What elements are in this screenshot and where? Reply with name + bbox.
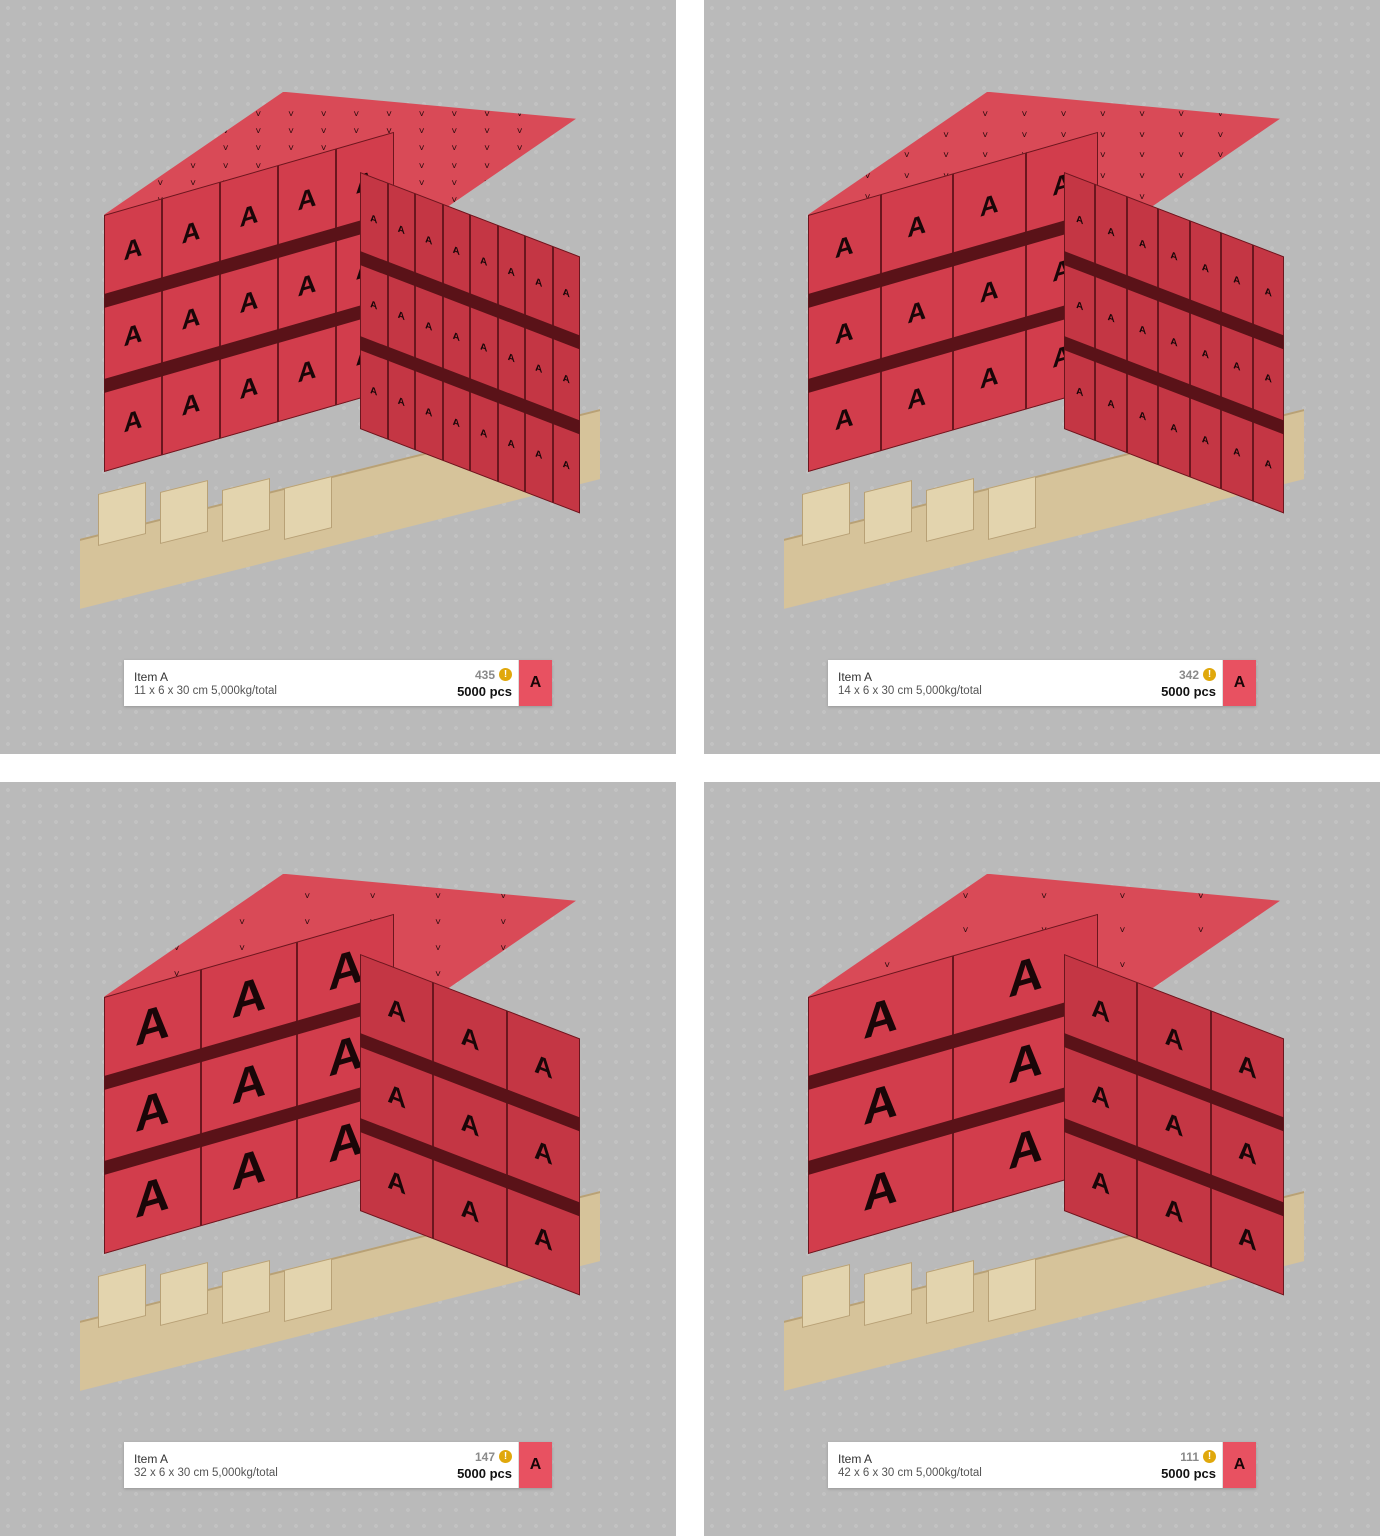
item-name: Item A [838,670,1112,684]
pallet-panel: ˅˅˅˅˅˅˅˅˅˅˅˅˅˅˅˅˅˅˅˅˅˅˅˅˅˅˅˅˅˅˅˅˅˅˅˅˅˅˅˅… [704,0,1380,754]
pallet-scene[interactable]: ˅˅˅˅˅˅˅˅˅˅˅˅˅˅˅˅˅˅˅˅˅˅˅˅˅˅˅˅˅˅˅˅˅˅˅˅˅˅˅˅… [58,72,618,592]
item-dimensions: 14 x 6 x 30 cm 5,000kg/total [838,685,1112,697]
info-bar: Item A42 x 6 x 30 cm 5,000kg/total 111! 50… [828,1442,1256,1488]
box-stack: ˅˅˅˅˅˅˅˅˅˅˅˅˅˅˅˅˅˅˅˅˅˅˅˅˅˅˅˅˅˅˅˅˅˅˅˅˅˅˅˅… [104,92,576,472]
warning-icon[interactable]: ! [499,668,512,681]
panel-grid: ˅˅˅˅˅˅˅˅˅˅˅˅˅˅˅˅˅˅˅˅˅˅˅˅˅˅˅˅˅˅˅˅˅˅˅˅˅˅˅˅… [0,0,1380,1536]
color-swatch[interactable]: A [518,660,552,706]
item-count: 435 [475,668,495,682]
item-count: 147 [475,1450,495,1464]
item-dimensions: 42 x 6 x 30 cm 5,000kg/total [838,1467,1112,1479]
item-dimensions: 32 x 6 x 30 cm 5,000kg/total [134,1467,408,1479]
warning-icon[interactable]: ! [1203,668,1216,681]
item-count: 342 [1179,668,1199,682]
info-bar: Item A32 x 6 x 30 cm 5,000kg/total 147! 50… [124,1442,552,1488]
pallet-scene[interactable]: ˅˅˅˅˅˅˅˅˅˅˅˅˅˅˅AAAAAAAAAAAAAAA [762,854,1322,1374]
item-name: Item A [838,1452,1112,1466]
pcs-label: 5000 pcs [457,684,512,699]
warning-icon[interactable]: ! [1203,1450,1216,1463]
item-dimensions: 11 x 6 x 30 cm 5,000kg/total [134,685,408,697]
info-bar: Item A14 x 6 x 30 cm 5,000kg/total 342! 50… [828,660,1256,706]
pcs-label: 5000 pcs [457,1466,512,1481]
box-stack: ˅˅˅˅˅˅˅˅˅˅˅˅˅˅˅˅˅˅˅˅˅˅˅˅AAAAAAAAAAAAAAAA… [104,874,576,1254]
warning-icon[interactable]: ! [499,1450,512,1463]
box-stack: ˅˅˅˅˅˅˅˅˅˅˅˅˅˅˅AAAAAAAAAAAAAAA [808,874,1280,1254]
pallet-panel: ˅˅˅˅˅˅˅˅˅˅˅˅˅˅˅˅˅˅˅˅˅˅˅˅˅˅˅˅˅˅˅˅˅˅˅˅˅˅˅˅… [0,0,676,754]
item-count: 111 [1180,1450,1199,1464]
color-swatch[interactable]: A [1222,660,1256,706]
pcs-label: 5000 pcs [1161,684,1216,699]
pallet-scene[interactable]: ˅˅˅˅˅˅˅˅˅˅˅˅˅˅˅˅˅˅˅˅˅˅˅˅AAAAAAAAAAAAAAAA… [58,854,618,1374]
pcs-label: 5000 pcs [1161,1466,1216,1481]
box-stack: ˅˅˅˅˅˅˅˅˅˅˅˅˅˅˅˅˅˅˅˅˅˅˅˅˅˅˅˅˅˅˅˅˅˅˅˅˅˅˅˅… [808,92,1280,472]
info-bar: Item A11 x 6 x 30 cm 5,000kg/total 435! 50… [124,660,552,706]
pallet-panel: ˅˅˅˅˅˅˅˅˅˅˅˅˅˅˅AAAAAAAAAAAAAAA Item A42 x… [704,782,1380,1536]
color-swatch[interactable]: A [518,1442,552,1488]
item-name: Item A [134,1452,408,1466]
color-swatch[interactable]: A [1222,1442,1256,1488]
item-name: Item A [134,670,408,684]
pallet-panel: ˅˅˅˅˅˅˅˅˅˅˅˅˅˅˅˅˅˅˅˅˅˅˅˅AAAAAAAAAAAAAAAA… [0,782,676,1536]
pallet-scene[interactable]: ˅˅˅˅˅˅˅˅˅˅˅˅˅˅˅˅˅˅˅˅˅˅˅˅˅˅˅˅˅˅˅˅˅˅˅˅˅˅˅˅… [762,72,1322,592]
